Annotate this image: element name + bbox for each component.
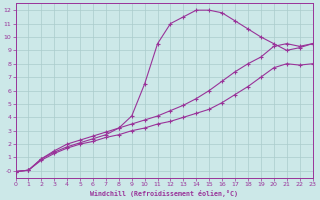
X-axis label: Windchill (Refroidissement éolien,°C): Windchill (Refroidissement éolien,°C) <box>90 190 238 197</box>
